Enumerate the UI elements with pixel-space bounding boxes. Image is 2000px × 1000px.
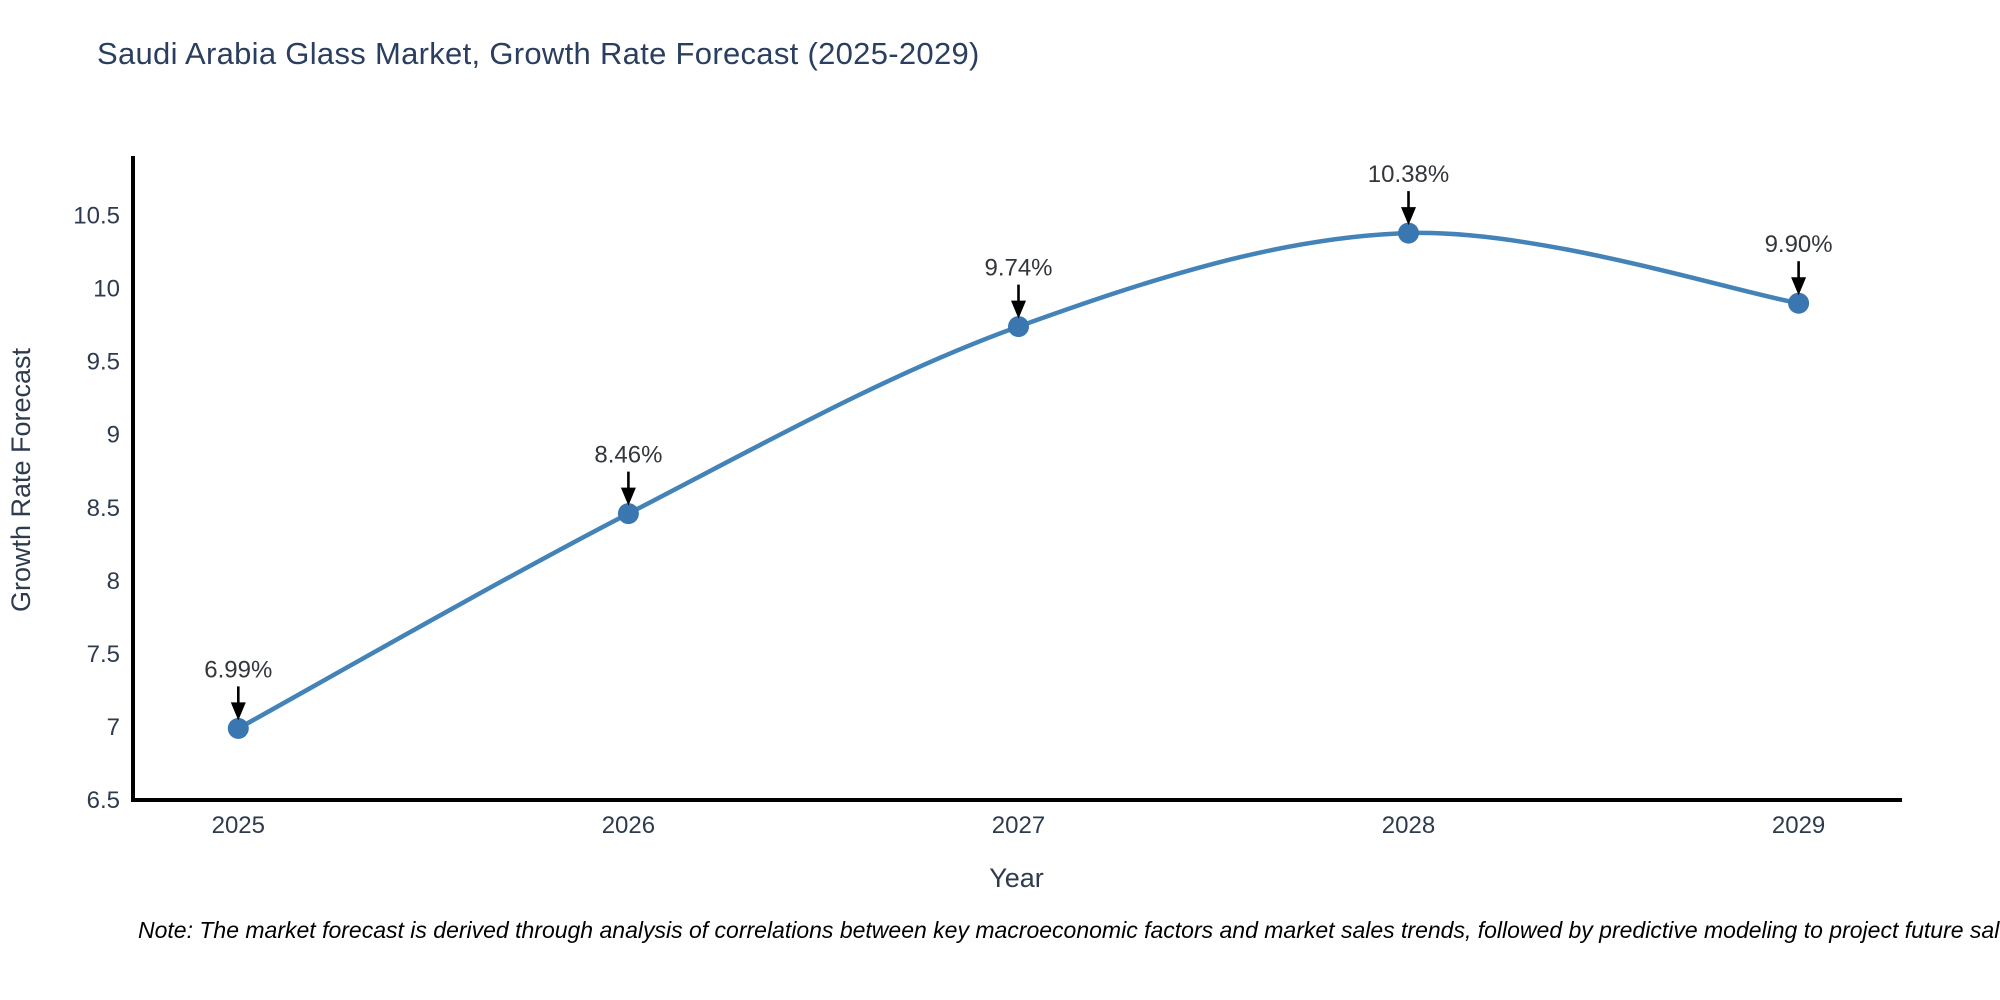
y-tick-label: 8 — [107, 568, 120, 595]
y-tick-label: 9 — [107, 422, 120, 449]
x-tick-label: 2028 — [1382, 812, 1435, 839]
y-tick-label: 8.5 — [87, 495, 120, 522]
point-label: 10.38% — [1368, 161, 1449, 188]
chart-title: Saudi Arabia Glass Market, Growth Rate F… — [97, 36, 980, 71]
data-point-marker — [1398, 222, 1419, 244]
data-point-marker — [1788, 292, 1810, 314]
x-tick-label: 2027 — [992, 812, 1045, 839]
point-label: 6.99% — [204, 656, 272, 683]
data-point-marker — [227, 717, 249, 739]
y-tick-label: 6.5 — [87, 787, 120, 814]
y-tick-label: 9.5 — [87, 349, 120, 376]
data-point-marker — [1008, 316, 1029, 338]
axis-lines — [131, 156, 1902, 802]
y-tick-label: 10 — [93, 276, 120, 303]
x-tick-label: 2029 — [1772, 812, 1825, 839]
y-tick-label: 7.5 — [87, 641, 120, 668]
point-label: 9.90% — [1765, 231, 1833, 258]
annotation-arrow-head — [230, 702, 246, 721]
footnote: Note: The market forecast is derived thr… — [138, 917, 2000, 943]
y-tick-label: 7 — [107, 714, 120, 741]
y-tick-label: 10.5 — [73, 203, 120, 230]
x-axis-title: Year — [989, 863, 1044, 893]
x-tick-label: 2025 — [212, 812, 265, 839]
point-label: 9.74% — [984, 255, 1052, 282]
y-axis-title: Growth Rate Forecast — [6, 347, 36, 612]
data-point-marker — [617, 503, 639, 525]
annotation-arrow-head — [620, 487, 636, 506]
x-tick-label: 2026 — [602, 812, 655, 839]
annotation-arrow-head — [1011, 300, 1026, 319]
annotation-arrow-head — [1791, 277, 1807, 296]
point-label: 8.46% — [594, 442, 662, 469]
annotation-arrow-head — [1401, 207, 1416, 226]
